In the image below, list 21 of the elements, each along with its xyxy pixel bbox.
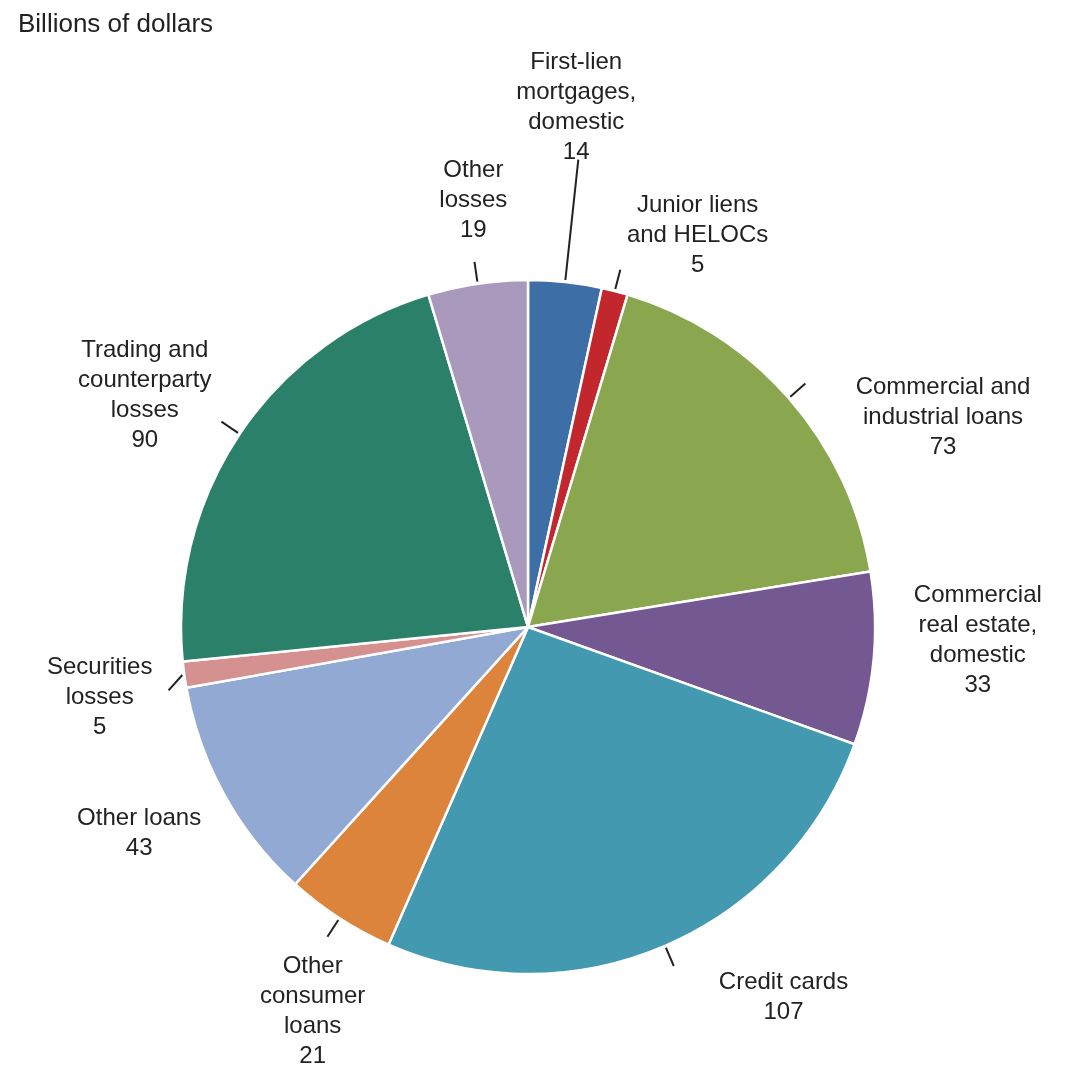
data-label: 19 [460,215,487,243]
data-label: 21 [299,1040,327,1068]
slice-label: Other loans [77,802,202,830]
slice-label: Securities losses [47,652,153,710]
data-label: 33 [964,669,992,697]
chart-title: Billions of dollars [18,8,214,38]
slice-label: Other losses [439,155,508,213]
slice-label: Credit cards [718,967,849,995]
slice-label: Other consumer loans [259,950,366,1038]
slice-label: Trading and counterparty losses [78,334,212,422]
slice-label: Commercial and industrial loans [855,372,1031,430]
data-label: 73 [929,432,957,460]
slice-label: First-lien mortgages, domestic [516,47,637,135]
data-label: 5 [690,250,705,278]
data-label: 107 [763,997,804,1025]
slice-label: Junior liens and HELOCs [626,190,769,248]
data-label: 5 [93,712,107,740]
slice-label: Commercial real estate, domestic [913,579,1042,667]
data-label: 90 [131,424,159,452]
data-label: 14 [562,137,590,165]
data-label: 43 [125,832,153,860]
